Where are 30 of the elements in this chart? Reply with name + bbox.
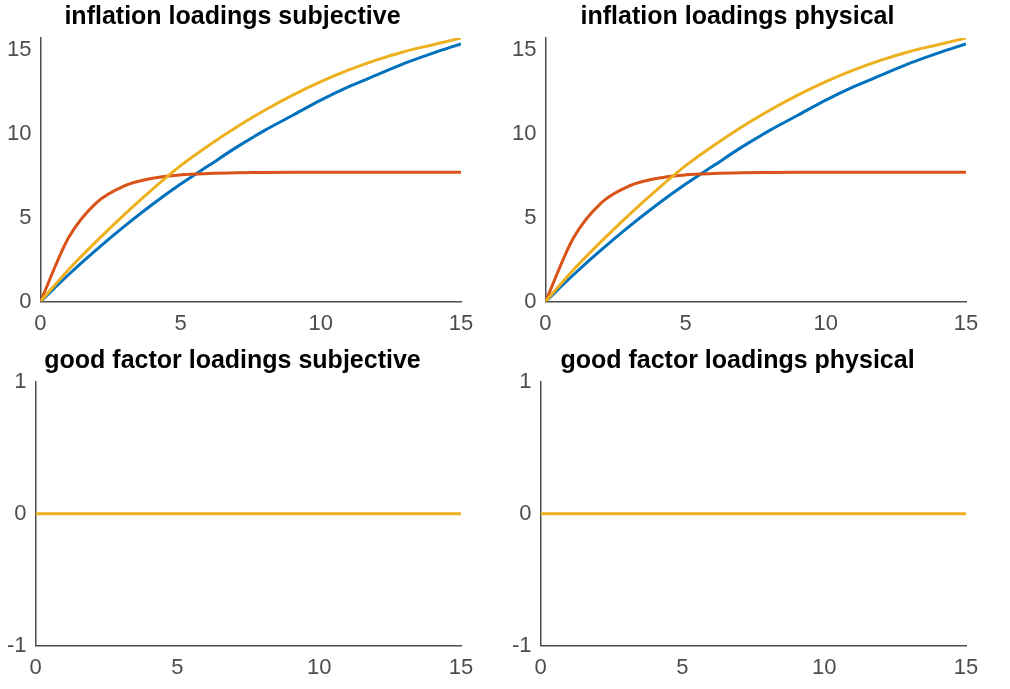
chart-title: good factor loadings subjective bbox=[44, 344, 421, 373]
y-tick-label: 0 bbox=[14, 499, 27, 525]
x-tick-label: 5 bbox=[174, 309, 187, 335]
x-tick-label: 10 bbox=[813, 309, 839, 335]
y-tick-label: -1 bbox=[512, 631, 532, 657]
x-tick-label: 15 bbox=[448, 309, 474, 335]
x-tick-label: 5 bbox=[171, 653, 184, 679]
y-tick-label: 15 bbox=[6, 35, 32, 61]
y-tick-label: 0 bbox=[519, 499, 532, 525]
y-tick-label: 10 bbox=[511, 119, 537, 145]
y-tick-label: 5 bbox=[524, 203, 537, 229]
y-tick-label: 5 bbox=[19, 203, 32, 229]
x-tick-label: 15 bbox=[953, 309, 979, 335]
x-tick-label: 10 bbox=[308, 309, 334, 335]
y-tick-label: 10 bbox=[6, 119, 32, 145]
x-tick-label: 5 bbox=[679, 309, 692, 335]
chart-title: inflation loadings physical bbox=[580, 0, 895, 29]
x-tick-label: 10 bbox=[811, 653, 837, 679]
x-tick-label: 15 bbox=[448, 653, 474, 679]
x-tick-label: 10 bbox=[306, 653, 332, 679]
chart-title: inflation loadings subjective bbox=[64, 0, 401, 29]
y-tick-label: 0 bbox=[524, 287, 537, 313]
y-tick-label: 15 bbox=[511, 35, 537, 61]
chart-title: good factor loadings physical bbox=[560, 344, 915, 373]
y-tick-label: 0 bbox=[19, 287, 32, 313]
x-tick-label: 5 bbox=[676, 653, 689, 679]
x-tick-label: 15 bbox=[953, 653, 979, 679]
y-tick-label: 1 bbox=[519, 368, 532, 394]
y-tick-label: 1 bbox=[14, 368, 27, 394]
y-tick-label: -1 bbox=[7, 631, 27, 657]
